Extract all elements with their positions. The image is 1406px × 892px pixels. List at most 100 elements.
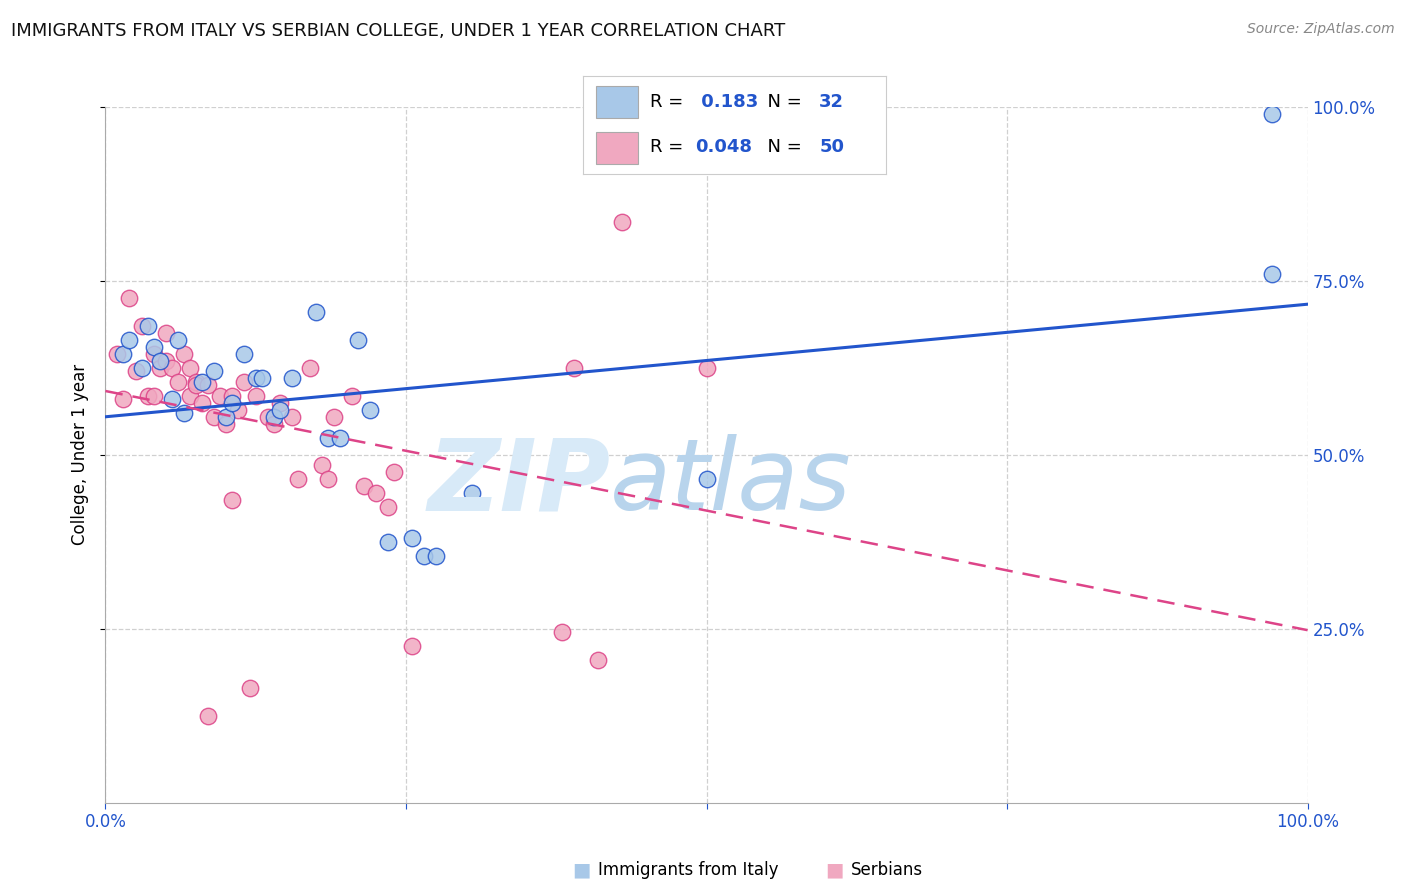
Point — [311, 458, 333, 473]
Point — [562, 360, 585, 375]
Point — [190, 375, 212, 389]
Point — [377, 500, 399, 514]
Point — [263, 409, 285, 424]
Point — [551, 625, 574, 640]
Point — [136, 389, 159, 403]
Point — [232, 347, 254, 361]
Point — [1260, 107, 1282, 121]
Point — [232, 375, 254, 389]
Point — [142, 340, 165, 354]
Text: 32: 32 — [820, 93, 844, 111]
Point — [239, 681, 262, 695]
Point — [214, 417, 236, 431]
Point — [160, 360, 183, 375]
Point — [131, 319, 153, 334]
Point — [173, 347, 195, 361]
Text: Immigrants from Italy: Immigrants from Italy — [598, 861, 778, 879]
Point — [413, 549, 436, 563]
Point — [269, 402, 291, 417]
Point — [166, 375, 188, 389]
Point — [256, 409, 278, 424]
Point — [401, 639, 423, 653]
Point — [359, 402, 381, 417]
Point — [245, 389, 267, 403]
Point — [263, 417, 285, 431]
Point — [347, 333, 370, 347]
Point — [281, 409, 304, 424]
Point — [364, 486, 387, 500]
Point — [160, 392, 183, 407]
Point — [173, 406, 195, 420]
Text: ■: ■ — [572, 860, 591, 880]
Point — [401, 532, 423, 546]
Point — [221, 389, 243, 403]
Text: 50: 50 — [820, 138, 844, 156]
Y-axis label: College, Under 1 year: College, Under 1 year — [72, 364, 90, 546]
Point — [202, 409, 225, 424]
Point — [340, 389, 363, 403]
Point — [179, 389, 201, 403]
Point — [179, 360, 201, 375]
Point — [131, 360, 153, 375]
FancyBboxPatch shape — [596, 132, 638, 164]
Point — [184, 375, 207, 389]
Point — [155, 326, 177, 340]
Point — [305, 305, 328, 319]
Text: 0.183: 0.183 — [696, 93, 759, 111]
FancyBboxPatch shape — [596, 86, 638, 118]
Point — [112, 392, 135, 407]
Point — [136, 319, 159, 334]
Point — [377, 535, 399, 549]
Point — [382, 466, 405, 480]
Text: N =: N = — [756, 138, 807, 156]
Point — [208, 389, 231, 403]
Point — [197, 378, 219, 392]
Point — [221, 396, 243, 410]
Point — [118, 333, 141, 347]
Text: N =: N = — [756, 93, 807, 111]
Point — [461, 486, 484, 500]
Point — [118, 291, 141, 305]
Point — [214, 409, 236, 424]
Point — [226, 402, 249, 417]
Point — [190, 396, 212, 410]
Text: ■: ■ — [825, 860, 844, 880]
Point — [612, 215, 634, 229]
Point — [281, 371, 304, 385]
Point — [425, 549, 447, 563]
Point — [269, 396, 291, 410]
Point — [142, 347, 165, 361]
Text: Source: ZipAtlas.com: Source: ZipAtlas.com — [1247, 22, 1395, 37]
Text: R =: R = — [650, 93, 689, 111]
Text: IMMIGRANTS FROM ITALY VS SERBIAN COLLEGE, UNDER 1 YEAR CORRELATION CHART: IMMIGRANTS FROM ITALY VS SERBIAN COLLEGE… — [11, 22, 786, 40]
Point — [316, 472, 339, 486]
Point — [250, 371, 273, 385]
Point — [588, 653, 610, 667]
Point — [155, 354, 177, 368]
Text: Serbians: Serbians — [851, 861, 922, 879]
Point — [107, 347, 129, 361]
Text: 0.048: 0.048 — [696, 138, 752, 156]
Text: ZIP: ZIP — [427, 434, 610, 532]
Point — [148, 354, 170, 368]
Point — [329, 431, 352, 445]
Point — [148, 360, 170, 375]
Point — [353, 479, 375, 493]
Point — [322, 409, 344, 424]
Point — [1260, 267, 1282, 281]
Point — [287, 472, 309, 486]
Point — [696, 360, 718, 375]
Point — [316, 431, 339, 445]
Point — [202, 364, 225, 378]
Point — [696, 472, 718, 486]
Text: R =: R = — [650, 138, 689, 156]
Point — [142, 389, 165, 403]
Point — [166, 333, 188, 347]
Point — [112, 347, 135, 361]
Text: atlas: atlas — [610, 434, 852, 532]
Point — [124, 364, 146, 378]
Point — [184, 378, 207, 392]
Point — [197, 708, 219, 723]
Point — [245, 371, 267, 385]
Point — [298, 360, 321, 375]
